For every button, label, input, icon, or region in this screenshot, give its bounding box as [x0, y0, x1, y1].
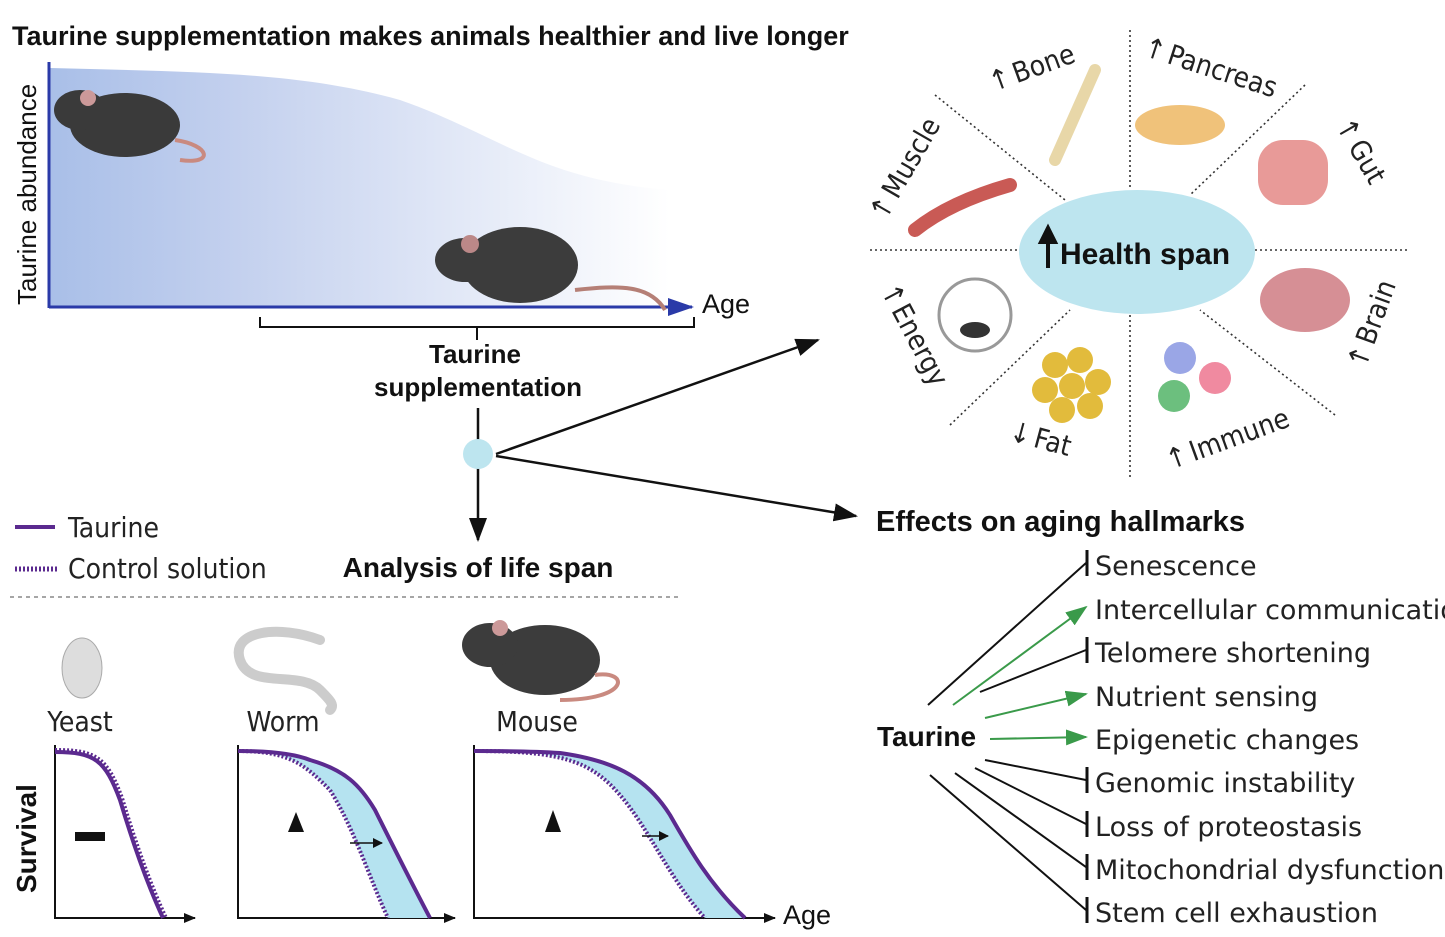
bone-icon: [1049, 64, 1101, 166]
branch-arrows: [463, 338, 858, 542]
survival-axis-label: Survival: [11, 784, 42, 893]
organ-label-pancreas: ↑Pancreas: [1140, 30, 1282, 104]
taurine-curve: [473, 749, 747, 920]
health-span-ellipse: [1019, 190, 1255, 314]
hallmark-label: Loss of proteostasis: [1095, 812, 1362, 843]
pancreas-icon: [1135, 105, 1225, 145]
organ-label-bone: ↑Bone: [984, 37, 1079, 99]
y-axis-label: Taurine abundance: [12, 84, 42, 305]
hallmark-connector: [979, 649, 1087, 693]
old-mouse-icon: [435, 227, 667, 312]
hallmark-label: Intercellular communication: [1095, 595, 1445, 626]
yeast-icon: [61, 637, 103, 699]
organ-label-energy: ↑Energy: [874, 278, 955, 392]
hallmark-connector: [952, 605, 1088, 706]
branch-node: [463, 439, 493, 469]
legend-taurine: Taurine: [67, 511, 159, 544]
mouse-icon: [462, 620, 620, 702]
organism-label-mouse: Mouse: [496, 705, 578, 738]
hallmarks-source: Taurine: [877, 721, 976, 752]
figure-title: Taurine supplementation makes animals he…: [12, 21, 849, 51]
hallmark-connector: [954, 772, 1087, 868]
taurine-curve: [54, 750, 165, 919]
organism-label-yeast: Yeast: [46, 705, 113, 738]
organism-label-worm: Worm: [246, 705, 319, 738]
taurine-curve: [237, 749, 432, 919]
hallmark-connector: [927, 562, 1087, 706]
survival-plot-worm: [237, 745, 456, 923]
legend-control: Control solution: [68, 552, 267, 585]
worm-icon: [233, 626, 337, 715]
organ-label-gut: ↑Gut: [1329, 112, 1393, 190]
muscle-icon: [908, 178, 1017, 237]
gut-icon: [1258, 140, 1328, 205]
hallmark-connector: [984, 759, 1087, 781]
supplementation-label-2: supplementation: [374, 372, 582, 402]
hallmark-connector: [974, 767, 1087, 825]
legend: Taurine Control solution: [15, 511, 267, 585]
hallmark-label: Epigenetic changes: [1095, 725, 1359, 756]
lifespan-gain-area: [238, 751, 430, 918]
control-curve: [473, 749, 707, 920]
hallmark-label: Mitochondrial dysfunction: [1095, 855, 1444, 886]
health-span-label: Health span: [1060, 238, 1230, 271]
up-arrow-icon: [1037, 223, 1059, 268]
lifespan-heading: Analysis of life span: [343, 552, 614, 583]
hallmark-label: Senescence: [1095, 551, 1257, 582]
hallmarks-panel: Effects on aging hallmarks Taurine Senes…: [876, 506, 1445, 929]
lifespan-gain-area: [474, 751, 745, 918]
fat-cells-icon: [1032, 347, 1111, 423]
supplementation-bracket: [259, 317, 695, 340]
brain-icon: [1260, 268, 1350, 332]
control-curve: [237, 749, 390, 919]
health-span-wheel: Health span ↑Bone ↑Pancreas ↑Gut ↑Brain …: [862, 30, 1410, 480]
hallmark-label: Nutrient sensing: [1095, 682, 1318, 713]
hallmark-label: Telomere shortening: [1094, 638, 1371, 669]
hallmark-label: Stem cell exhaustion: [1095, 898, 1378, 929]
control-curve: [54, 748, 168, 919]
supplementation-label-1: Taurine: [429, 339, 521, 369]
no-change-icon: [75, 832, 105, 841]
organ-label-brain: ↑Brain: [1341, 275, 1403, 372]
hallmark-connector: [989, 729, 1088, 746]
survival-plot-yeast: [54, 745, 196, 923]
survival-plot-mouse: Age: [473, 745, 831, 930]
age-axis-label: Age: [783, 900, 831, 930]
abundance-panel: Taurine abundance Age Taurine supplement…: [12, 62, 750, 402]
hallmark-connector: [929, 774, 1087, 911]
hallmark-connector: [984, 690, 1088, 719]
hallmarks-heading: Effects on aging hallmarks: [876, 506, 1245, 538]
hallmark-label: Genomic instability: [1095, 768, 1355, 799]
young-mouse-icon: [54, 90, 206, 163]
exercise-wheel-icon: [937, 277, 1013, 353]
immune-cells-icon: [1158, 342, 1231, 412]
x-axis-label: Age: [702, 289, 750, 319]
organ-label-immune: ↑Immune: [1161, 401, 1294, 476]
